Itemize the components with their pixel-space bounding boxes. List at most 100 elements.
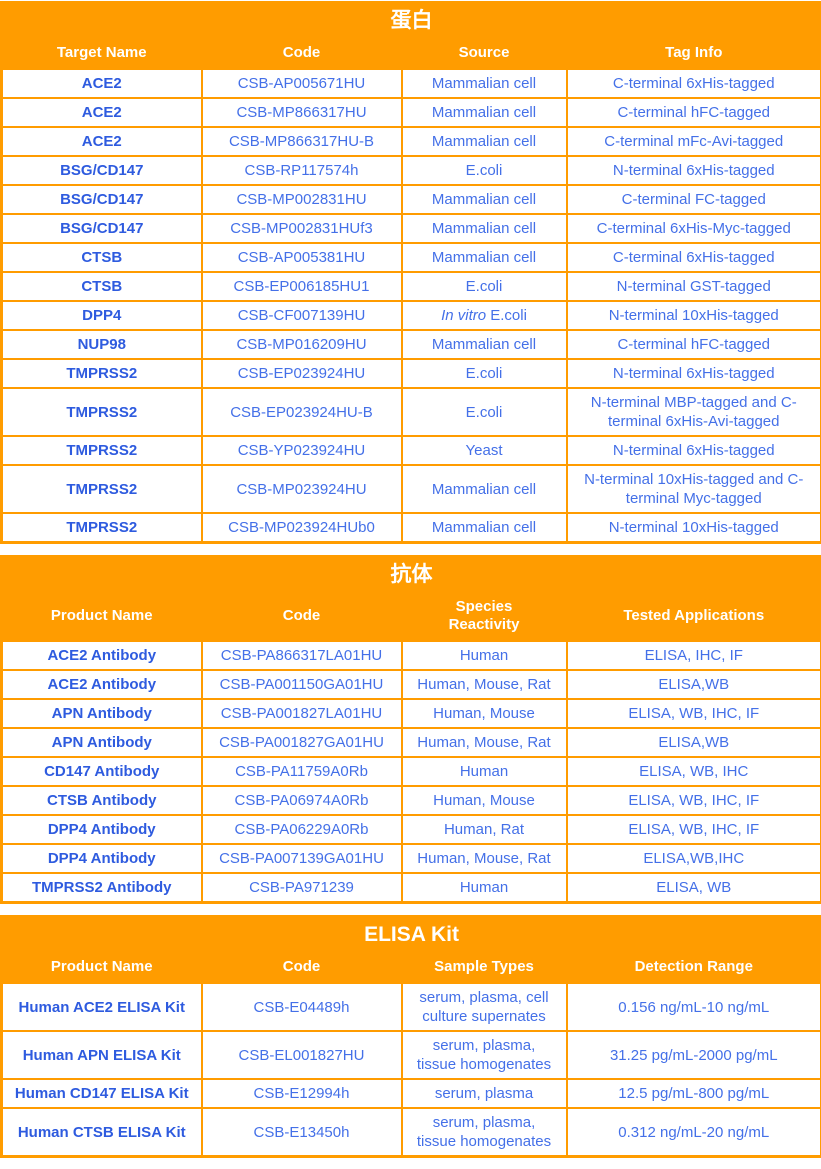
table-cell: CSB-MP866317HU [202,98,402,127]
table-cell: N-terminal 6xHis-tagged [567,156,821,185]
table-cell: Mammalian cell [402,185,567,214]
product-name-cell: Human CTSB ELISA Kit [2,1108,202,1157]
product-name-cell: CD147 Antibody [2,757,202,786]
table-cell: C-terminal FC-tagged [567,185,821,214]
table-cell: Human, Mouse [402,699,567,728]
column-header: Source [402,40,567,69]
table-cell: C-terminal 6xHis-Myc-tagged [567,214,821,243]
table-cell: E.coli [402,156,567,185]
table-cell: Mammalian cell [402,69,567,98]
table-cell: N-terminal 10xHis-tagged and C- terminal… [567,465,821,513]
table-cell: N-terminal 6xHis-tagged [567,359,821,388]
table-cell: ELISA,WB [567,728,821,757]
table-cell: Mammalian cell [402,214,567,243]
table-cell: CSB-PA001827GA01HU [202,728,402,757]
table-cell: Human [402,641,567,670]
table-cell: Mammalian cell [402,330,567,359]
column-header: Tested Applications [567,594,821,641]
table-cell: CSB-MP016209HU [202,330,402,359]
table-cell: C-terminal 6xHis-tagged [567,69,821,98]
column-header: Code [202,954,402,983]
product-name-cell: BSG/CD147 [2,214,202,243]
product-name-cell: TMPRSS2 [2,359,202,388]
table-cell: N-terminal 10xHis-tagged [567,301,821,330]
table-cell: Human, Mouse, Rat [402,844,567,873]
table-cell: 12.5 pg/mL-800 pg/mL [567,1079,821,1108]
product-name-cell: CTSB Antibody [2,786,202,815]
table-cell: serum, plasma, cell culture supernates [402,983,567,1031]
table-cell: CSB-RP117574h [202,156,402,185]
table-cell: E.coli [402,388,567,436]
table-cell: ELISA, WB, IHC, IF [567,699,821,728]
product-name-cell: ACE2 [2,69,202,98]
table-title: 抗体 [2,557,821,595]
product-name-cell: TMPRSS2 Antibody [2,873,202,903]
table-cell: Human, Rat [402,815,567,844]
product-name-cell: BSG/CD147 [2,185,202,214]
product-name-cell: ACE2 [2,98,202,127]
table-cell: CSB-PA06229A0Rb [202,815,402,844]
table-cell: Human [402,873,567,903]
product-name-cell: DPP4 Antibody [2,815,202,844]
product-name-cell: TMPRSS2 [2,465,202,513]
table-cell: ELISA, IHC, IF [567,641,821,670]
table-cell: CSB-MP002831HUf3 [202,214,402,243]
table-title-row: 蛋白 [2,3,821,41]
table-cell: CSB-PA007139GA01HU [202,844,402,873]
table-cell: 31.25 pg/mL-2000 pg/mL [567,1031,821,1079]
table-cell: CSB-E13450h [202,1108,402,1157]
table-cell: CSB-AP005671HU [202,69,402,98]
column-header: Species Reactivity [402,594,567,641]
table-title: ELISA Kit [2,917,821,955]
table-cell: CSB-PA866317LA01HU [202,641,402,670]
table-cell: Mammalian cell [402,127,567,156]
table-cell: ELISA,WB,IHC [567,844,821,873]
table-cell: CSB-MP023924HUb0 [202,513,402,543]
table-cell: CSB-EP023924HU [202,359,402,388]
product-name-cell: ACE2 Antibody [2,641,202,670]
table-cell: ELISA, WB, IHC [567,757,821,786]
table-cell: CSB-YP023924HU [202,436,402,465]
column-header: Tag Info [567,40,821,69]
table-cell: CSB-E12994h [202,1079,402,1108]
table-cell: Human [402,757,567,786]
table-cell: Human, Mouse, Rat [402,728,567,757]
table-cell: N-terminal GST-tagged [567,272,821,301]
table-cell: N-terminal MBP-tagged and C- terminal 6x… [567,388,821,436]
product-name-cell: CTSB [2,243,202,272]
table-cell: E.coli [402,359,567,388]
table-cell: CSB-E04489h [202,983,402,1031]
column-header: Product Name [2,954,202,983]
table-cell: Mammalian cell [402,513,567,543]
column-header: Product Name [2,594,202,641]
product-name-cell: ACE2 [2,127,202,156]
table-cell: CSB-MP002831HU [202,185,402,214]
table-cell: CSB-PA001827LA01HU [202,699,402,728]
table-cell: 0.156 ng/mL-10 ng/mL [567,983,821,1031]
column-header: Detection Range [567,954,821,983]
product-name-cell: APN Antibody [2,728,202,757]
column-header: Target Name [2,40,202,69]
table-cell: CSB-PA11759A0Rb [202,757,402,786]
